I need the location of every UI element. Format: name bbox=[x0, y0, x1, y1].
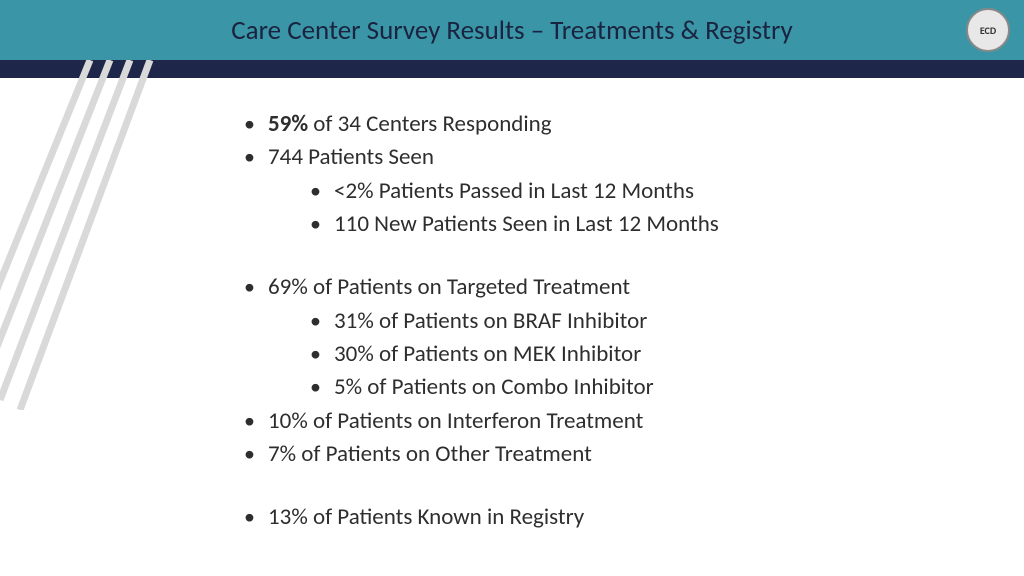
item-text: <2% Patients Passed in Last 12 Months bbox=[334, 177, 694, 205]
list-item: 7% of Patients on Other Treatment bbox=[240, 438, 964, 471]
logo-text: ECD bbox=[980, 24, 996, 37]
list-item: 30% of Patients on MEK Inhibitor bbox=[306, 338, 964, 371]
item-text: 5% of Patients on Combo Inhibitor bbox=[334, 373, 654, 401]
bullet-list: 59% of 34 Centers Responding 744 Patient… bbox=[240, 108, 964, 241]
list-item: 10% of Patients on Interferon Treatment bbox=[240, 405, 964, 438]
item-text: 7% of Patients on Other Treatment bbox=[268, 440, 592, 468]
list-item: 69% of Patients on Targeted Treatment 31… bbox=[240, 271, 964, 404]
sub-list: <2% Patients Passed in Last 12 Months 11… bbox=[306, 175, 964, 242]
item-text: 31% of Patients on BRAF Inhibitor bbox=[334, 307, 647, 335]
spacer bbox=[240, 241, 964, 271]
item-text: 30% of Patients on MEK Inhibitor bbox=[334, 340, 641, 368]
bullet-list: 69% of Patients on Targeted Treatment 31… bbox=[240, 271, 964, 471]
slide-content: 59% of 34 Centers Responding 744 Patient… bbox=[0, 78, 1024, 555]
item-text: 110 New Patients Seen in Last 12 Months bbox=[334, 210, 719, 238]
slide-header: Care Center Survey Results – Treatments … bbox=[0, 0, 1024, 60]
item-text: 10% of Patients on Interferon Treatment bbox=[268, 407, 643, 435]
list-item: 59% of 34 Centers Responding bbox=[240, 108, 964, 141]
list-item: 31% of Patients on BRAF Inhibitor bbox=[306, 305, 964, 338]
bold-percent: 59% bbox=[268, 110, 308, 138]
sub-list: 31% of Patients on BRAF Inhibitor 30% of… bbox=[306, 305, 964, 405]
list-item: 744 Patients Seen <2% Patients Passed in… bbox=[240, 141, 964, 241]
list-item: <2% Patients Passed in Last 12 Months bbox=[306, 175, 964, 208]
spacer bbox=[240, 471, 964, 501]
list-item: 110 New Patients Seen in Last 12 Months bbox=[306, 208, 964, 241]
bullet-list: 13% of Patients Known in Registry bbox=[240, 501, 964, 534]
list-item: 13% of Patients Known in Registry bbox=[240, 501, 964, 534]
item-text: 69% of Patients on Targeted Treatment bbox=[268, 273, 630, 301]
org-logo: ECD bbox=[966, 8, 1010, 52]
item-text: of 34 Centers Responding bbox=[308, 110, 551, 138]
item-text: 13% of Patients Known in Registry bbox=[268, 503, 584, 531]
sub-header-bar bbox=[0, 60, 1024, 78]
list-item: 5% of Patients on Combo Inhibitor bbox=[306, 371, 964, 404]
item-text: 744 Patients Seen bbox=[268, 143, 434, 171]
slide-title: Care Center Survey Results – Treatments … bbox=[231, 14, 792, 47]
